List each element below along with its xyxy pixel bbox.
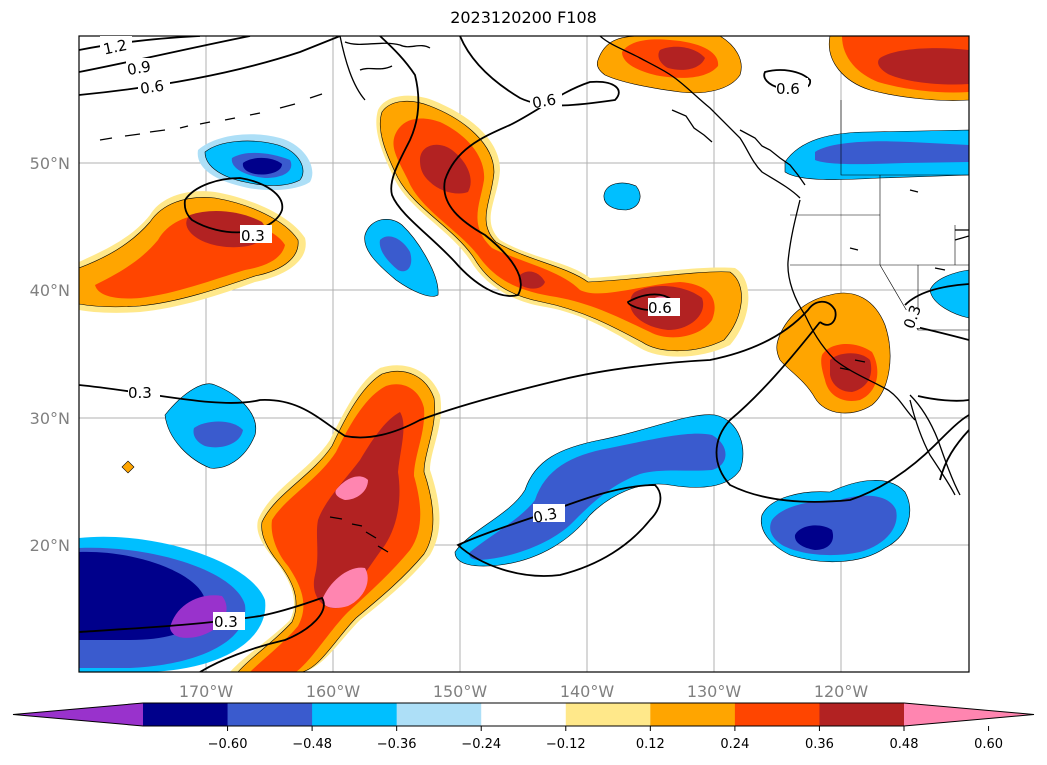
anomaly-southwest-negative <box>79 536 266 672</box>
lon-tick-label: 130°W <box>687 682 742 701</box>
lat-tick-label: 40°N <box>30 281 70 300</box>
colorbar-segment <box>565 703 651 726</box>
anomaly-35n-120w-positive <box>776 292 891 414</box>
lat-tick-labels: 50°N 40°N 30°N 20°N <box>30 154 70 555</box>
contour-label: 0.6 <box>648 299 672 317</box>
colorbar-extend-high <box>904 703 1034 726</box>
lat-tick-label: 50°N <box>30 154 70 173</box>
contour-label: 0.3 <box>128 384 152 402</box>
colorbar-segment <box>227 703 313 726</box>
contour-label: 0.6 <box>531 90 558 112</box>
lon-tick-label: 170°W <box>179 682 234 701</box>
colorbar-segment <box>396 703 482 726</box>
colorbar-segment <box>143 703 229 726</box>
colorbar-outline <box>12 702 1035 727</box>
colorbar-tick-label: 0.48 <box>890 737 919 752</box>
coastlines <box>99 36 969 553</box>
anomaly-56n-115w-positive <box>828 36 969 101</box>
lon-tick-label: 160°W <box>306 682 361 701</box>
contour-lines <box>79 36 969 672</box>
colorbar-segment <box>312 703 398 726</box>
colorbar-extend-low <box>13 703 143 726</box>
contour-label: 0.6 <box>776 80 800 98</box>
anomaly-50n-120w-negative <box>784 129 969 180</box>
colorbar-segment <box>650 703 736 726</box>
colorbar-tick-label: 0.12 <box>636 737 665 752</box>
contour-label-group: 1.2 0.9 0.6 0.6 0.6 0.3 0.3 0.6 0.3 0.3 … <box>100 36 925 631</box>
anomaly-47n-137w-negative <box>603 182 641 211</box>
map-frame <box>78 35 970 673</box>
map-plot-area <box>79 36 969 672</box>
lat-tick-label: 20°N <box>30 536 70 555</box>
anomaly-43n-155w-negative <box>364 218 439 297</box>
anomaly-42n-170w-positive <box>79 191 306 313</box>
anomaly-hawaii-dot-positive <box>121 460 135 474</box>
colorbar-segment <box>819 703 905 726</box>
contour-label: 1.2 <box>102 36 129 59</box>
colorbar <box>12 702 1035 727</box>
colorbar-tick-label: 0.24 <box>720 737 749 752</box>
colorbar-tick-label: 0.36 <box>805 737 834 752</box>
lon-tick-labels: 170°W 160°W 150°W 140°W 130°W 120°W <box>179 682 869 701</box>
lat-tick-label: 30°N <box>30 409 70 428</box>
anomaly-25n-158w-positive <box>230 365 442 672</box>
anomaly-55n-130w-positive <box>596 36 742 94</box>
contour-label: 0.3 <box>532 504 559 527</box>
lon-tick-label: 120°W <box>814 682 869 701</box>
colorbar-tick-label: −0.60 <box>208 737 248 752</box>
colorbar-segment <box>734 703 820 726</box>
contour-label: 0.3 <box>241 227 265 245</box>
anomaly-30n-170w-negative <box>164 383 257 469</box>
colorbar-segment <box>481 703 567 726</box>
colorbar-tick-label: −0.24 <box>461 737 501 752</box>
anomaly-25n-140w-negative <box>454 414 744 567</box>
contour-label: 0.6 <box>139 77 165 98</box>
lon-tick-label: 140°W <box>560 682 615 701</box>
contour-label: 0.9 <box>126 57 153 79</box>
lon-tick-label: 150°W <box>433 682 488 701</box>
colorbar-tick-label: −0.36 <box>377 737 417 752</box>
colorbar-tick-label: −0.48 <box>292 737 332 752</box>
colorbar-tick-label: −0.12 <box>546 737 586 752</box>
map-title: 2023120200 F108 <box>450 8 597 27</box>
contour-label: 0.3 <box>214 613 238 631</box>
colorbar-ticks: −0.60 −0.48 −0.36 −0.24 −0.12 0.12 0.24 0.36 0.4… <box>208 726 1003 752</box>
anomaly-50n-165w-negative <box>197 134 313 191</box>
colorbar-tick-label: 0.60 <box>974 737 1003 752</box>
anomaly-38n-112w-negative <box>929 269 969 319</box>
